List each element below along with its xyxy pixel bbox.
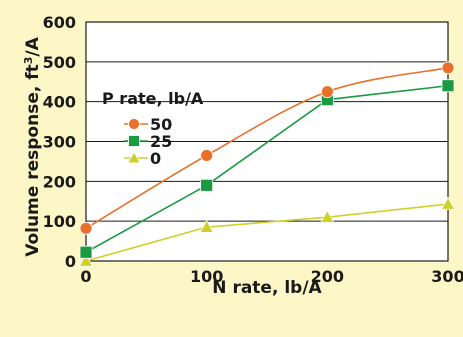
series-50 [79,61,455,235]
data-point [320,85,334,99]
y-axis-label-main: Volume response, ft [23,64,43,257]
data-point [441,61,455,75]
y-tick-label: 100 [43,212,76,231]
series-line-25 [85,84,449,253]
data-point [200,149,214,162]
legend-marker-0 [127,151,141,164]
x-tick-label: 0 [80,267,91,286]
data-point [78,253,94,267]
y-tick-label: 600 [43,13,76,32]
y-axis-label-sup: 3 [22,57,35,65]
x-tick-label: 100 [190,267,223,286]
legend-marker-50 [128,118,140,130]
y-tick-label: 500 [43,53,76,72]
x-tick-labels: 0 100 200 300 [80,267,463,286]
data-point [320,209,335,223]
y-axis-label-tail: /A [23,36,43,56]
x-tick-label: 200 [311,267,344,286]
legend-label-0: 0 [150,149,161,168]
y-tick-label: 400 [43,93,76,112]
series-0 [78,196,456,267]
data-point [79,221,93,235]
y-tick-label: 0 [65,252,76,271]
data-point [441,79,455,93]
y-tick-labels: 0 100 200 300 400 500 600 [43,13,76,271]
legend-label-25: 25 [150,132,172,151]
data-point [199,219,214,233]
y-tick-label: 300 [43,133,76,152]
series-line-0 [85,203,449,262]
x-axis-label: N rate, lb/A [212,278,322,298]
data-point [440,196,456,210]
data-point [79,245,93,259]
legend-title: P rate, lb/A [102,89,204,108]
y-axis-label: Volume response, ft3/A [22,36,43,256]
legend-label-50: 50 [150,115,172,134]
x-tick-label: 300 [431,267,463,286]
legend-marker-25 [128,135,140,147]
series-line-50 [85,67,449,230]
data-point [200,178,214,192]
y-tick-label: 200 [43,172,76,191]
series-layer [78,61,456,267]
